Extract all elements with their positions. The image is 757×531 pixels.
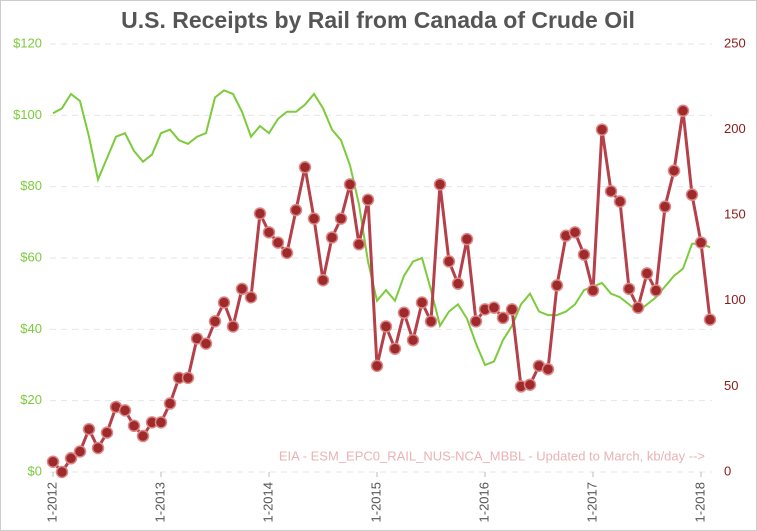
x-tick-label: 1-2013 — [152, 482, 167, 522]
point — [667, 164, 681, 177]
point — [316, 274, 330, 287]
point — [550, 279, 564, 292]
point — [280, 246, 294, 260]
point — [127, 419, 141, 433]
point — [64, 452, 78, 465]
point — [352, 238, 366, 251]
point — [163, 397, 177, 410]
point — [334, 212, 348, 225]
point — [118, 404, 132, 417]
y-tick-label: $40 — [20, 321, 42, 336]
y-tick-label: $100 — [13, 107, 42, 122]
point — [199, 337, 213, 350]
point — [82, 422, 96, 436]
point — [406, 333, 420, 347]
point — [676, 104, 690, 118]
point — [541, 363, 555, 376]
point — [451, 277, 465, 290]
y2-tick-label: 100 — [724, 292, 746, 307]
point — [271, 236, 285, 249]
point — [505, 303, 519, 316]
point — [469, 315, 483, 328]
point — [361, 193, 375, 207]
point — [397, 306, 411, 320]
y-tick-label: $20 — [20, 392, 42, 407]
point — [226, 320, 240, 333]
point — [289, 203, 303, 217]
point — [577, 248, 591, 261]
point — [253, 207, 267, 220]
point — [442, 255, 456, 268]
point — [73, 445, 87, 458]
point — [604, 184, 618, 198]
point — [343, 178, 357, 191]
point — [208, 315, 222, 328]
y2-tick-label: 200 — [724, 121, 746, 136]
point — [613, 195, 627, 208]
y2-tick-label: 150 — [724, 207, 746, 222]
point — [685, 188, 699, 201]
point — [244, 291, 258, 304]
y2-tick-label: 250 — [724, 35, 746, 50]
point — [379, 320, 393, 333]
point — [496, 311, 510, 325]
y-tick-label: $120 — [13, 35, 42, 50]
point — [181, 371, 195, 385]
point — [433, 178, 447, 191]
y-tick-label: $0 — [28, 463, 42, 478]
point — [622, 282, 636, 296]
point — [631, 301, 645, 314]
point — [523, 378, 537, 391]
line — [52, 89, 711, 367]
point — [415, 296, 429, 309]
annotation: EIA - ESM_EPC0_RAIL_NUS-NCA_MBBL - Updat… — [279, 448, 705, 463]
point — [694, 236, 708, 249]
point — [235, 282, 249, 296]
point — [568, 226, 582, 239]
point — [217, 296, 231, 309]
point — [307, 212, 321, 225]
x-tick-label: 1-2016 — [476, 482, 491, 522]
point — [298, 161, 312, 174]
point — [460, 232, 474, 246]
point — [658, 200, 672, 213]
y-tick-label: $60 — [20, 249, 42, 264]
x-tick-label: 1-2017 — [584, 482, 599, 522]
point — [640, 267, 654, 280]
point — [55, 465, 69, 479]
x-tick-label: 1-2012 — [44, 482, 59, 522]
point — [262, 226, 276, 239]
x-tick-label: 1-2018 — [692, 482, 707, 522]
point — [91, 441, 105, 455]
point — [136, 429, 150, 443]
x-tick-label: 1-2014 — [260, 482, 275, 522]
point — [649, 284, 663, 297]
point — [595, 123, 609, 136]
point — [370, 359, 384, 373]
chart-title: U.S. Receipts by Rail from Canada of Cru… — [121, 7, 635, 33]
y2-tick-label: 50 — [724, 378, 738, 393]
point — [487, 301, 501, 314]
point — [100, 426, 114, 439]
point — [154, 416, 168, 429]
x-tick-label: 1-2015 — [368, 482, 383, 522]
y-tick-label: $80 — [20, 178, 42, 193]
point — [586, 284, 600, 297]
point — [424, 315, 438, 328]
point — [46, 455, 60, 468]
y2-tick-label: 0 — [724, 463, 731, 478]
point — [703, 313, 717, 326]
point — [325, 231, 339, 244]
point — [388, 342, 402, 355]
